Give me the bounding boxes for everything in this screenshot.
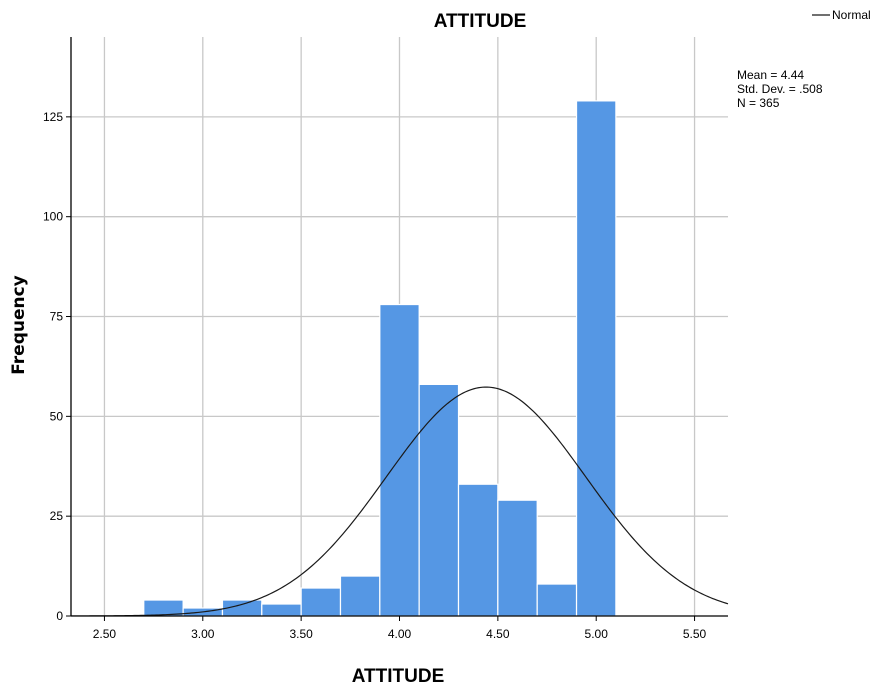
x-axis-label: ATTITUDE xyxy=(352,666,445,687)
y-tick-label: 0 xyxy=(56,609,63,623)
x-tick-label: 5.50 xyxy=(683,627,707,641)
stat-n: N = 365 xyxy=(737,96,780,110)
normal-curve xyxy=(71,386,729,617)
stats-box: Mean = 4.44 Std. Dev. = .508 N = 365 xyxy=(737,68,823,110)
y-axis-ticks: 0 25 50 75 100 125 xyxy=(43,110,71,623)
histogram-bar xyxy=(300,587,342,617)
y-tick-label: 50 xyxy=(50,409,64,423)
histogram-bar xyxy=(457,483,499,617)
histogram-bars xyxy=(143,100,617,617)
histogram-bar xyxy=(339,575,381,617)
x-tick-label: 2.50 xyxy=(93,627,117,641)
x-tick-label: 3.50 xyxy=(289,627,313,641)
histogram-bar xyxy=(261,603,302,617)
histogram-bar xyxy=(418,383,460,617)
y-tick-label: 100 xyxy=(43,210,63,224)
y-axis-label: Frequency xyxy=(9,275,29,375)
x-tick-label: 3.00 xyxy=(191,627,215,641)
x-tick-label: 5.00 xyxy=(585,627,609,641)
histogram-bar xyxy=(575,100,617,617)
x-tick-label: 4.00 xyxy=(388,627,412,641)
y-tick-label: 125 xyxy=(43,110,63,124)
y-tick-label: 25 xyxy=(50,509,64,523)
legend-normal-label: Normal xyxy=(832,8,871,22)
histogram-bar xyxy=(379,303,420,617)
x-tick-label: 4.50 xyxy=(486,627,510,641)
histogram-bar xyxy=(497,499,538,617)
stat-std-dev: Std. Dev. = .508 xyxy=(737,82,823,96)
x-axis-ticks: 2.50 3.00 3.50 4.00 4.50 5.00 5.50 xyxy=(93,616,707,641)
legend: Normal xyxy=(812,8,871,22)
chart-title: ATTITUDE xyxy=(434,11,527,32)
y-tick-label: 75 xyxy=(50,310,64,324)
stat-mean: Mean = 4.44 xyxy=(737,68,804,82)
histogram-bar xyxy=(536,583,578,617)
